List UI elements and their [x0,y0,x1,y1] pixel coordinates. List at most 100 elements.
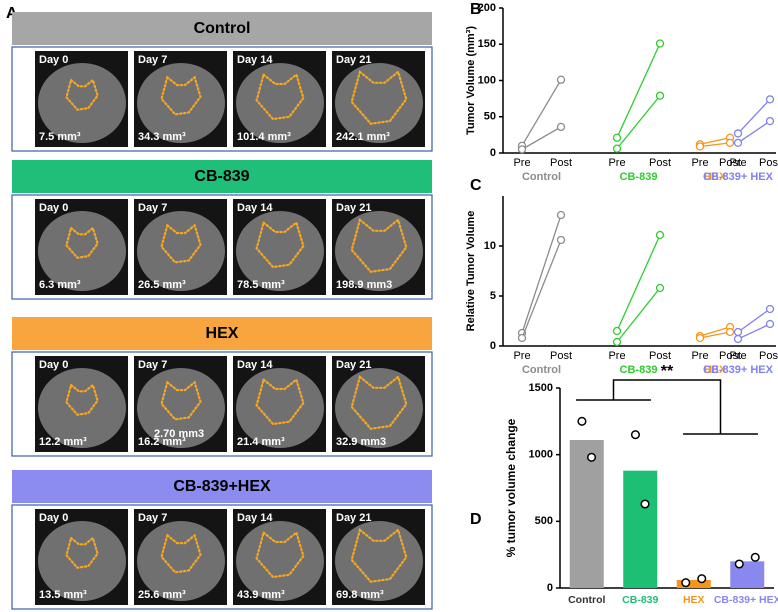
x-tick-label: Post [550,350,572,362]
day-label: Day 7 [138,359,167,371]
bar [623,470,658,588]
bar [676,580,711,588]
data-point [640,499,650,509]
tumor-outline [350,69,408,125]
tumor-outline [350,527,408,583]
group-header [12,317,432,350]
pair-line [737,308,771,333]
image-box [11,194,433,300]
y-tick-label: 500 [535,515,553,527]
data-point [587,452,597,462]
pre-point [612,337,622,347]
day-label: Day 7 [138,512,167,524]
pair-line [699,326,731,337]
group-label: HEX [704,364,727,376]
pair-line [737,98,771,134]
volume-label: 69.8 mm³ [336,589,384,601]
day-label: Day 21 [336,54,371,66]
pre-point [695,333,705,343]
day-label: Day 0 [39,359,68,371]
pair-line [699,137,731,145]
brain [137,211,225,291]
post-point [556,235,566,245]
group-label: CB-839 [620,171,658,183]
brain [236,63,324,143]
day-label: Day 0 [39,202,68,214]
data-point [697,574,707,584]
x-tick-label: CB-839+ HEX [714,594,778,606]
bracket [576,379,758,435]
day-label: Day 7 [138,202,167,214]
x-tick-label: Pre [608,350,625,362]
group-header [12,470,432,503]
tumor-outline [255,72,305,121]
tumor-outline [350,217,408,273]
post-point [556,122,566,132]
pair-line [737,120,771,144]
y-tick-label: 1000 [529,449,553,461]
group-title: CB-839 [194,168,249,185]
pre-point [612,144,622,153]
x-tick-label: Post [649,350,671,362]
pre-point [733,334,743,344]
y-axis-label: Relative Tumor Volume [465,211,477,332]
volume-label: 7.5 mm³ [39,131,81,143]
tumor-outline [65,226,99,259]
significance: ** [661,363,674,380]
group-title: HEX [206,325,239,342]
brain [137,521,225,601]
day-label: Day 21 [336,512,371,524]
panel-label: B [470,1,482,18]
pre-point [733,327,743,337]
volume-label: 32.9 mm3 [336,436,386,448]
tumor-outline [160,75,202,116]
tumor-outline [65,383,99,416]
y-axis-label: Tumor Volume (mm³) [465,26,477,135]
group-header [12,160,432,193]
post-point [655,230,665,240]
x-tick-label: Pre [691,350,708,362]
y-tick-label: 10 [484,240,496,252]
pre-point [733,129,743,138]
x-tick-label: Post [550,157,572,169]
y-tick-label: 50 [484,111,496,123]
group-label: Control [522,171,561,183]
data-point [734,559,744,569]
pair-line [616,43,661,139]
brain [236,521,324,601]
image-box [11,351,433,457]
x-tick-label: Pre [513,350,530,362]
day-label: Day 14 [237,54,273,66]
pre-point [517,145,527,154]
brain [236,211,324,291]
pre-point [517,333,527,343]
tumor-outline [65,536,99,569]
tumor-outline [255,530,305,579]
tumor-outline [255,377,305,426]
y-tick-label: 100 [478,74,496,86]
x-tick-label: CB-839 [622,594,658,606]
group-label: CB-839+ HEX [703,364,774,376]
data-point [681,578,691,588]
tumor-outline [350,374,408,430]
group-label: CB-839 [620,364,658,376]
day-label: Day 14 [237,512,273,524]
y-tick-label: 0 [490,340,496,352]
pair-line [616,95,661,150]
group-title: CB-839+HEX [173,478,271,495]
pair-line [521,239,562,339]
brain [236,368,324,448]
image-box [11,504,433,610]
pre-point [612,326,622,336]
y-tick-label: 0 [547,582,553,594]
overlay-label: 2.70 mm3 [154,428,204,440]
pair-line [616,234,661,332]
y-tick-label: 5 [490,290,496,302]
brain [137,368,225,448]
data-point [577,416,587,426]
brain [38,521,126,601]
post-point [655,283,665,293]
panel-label: D [470,511,482,528]
tumor-outline [160,533,202,574]
